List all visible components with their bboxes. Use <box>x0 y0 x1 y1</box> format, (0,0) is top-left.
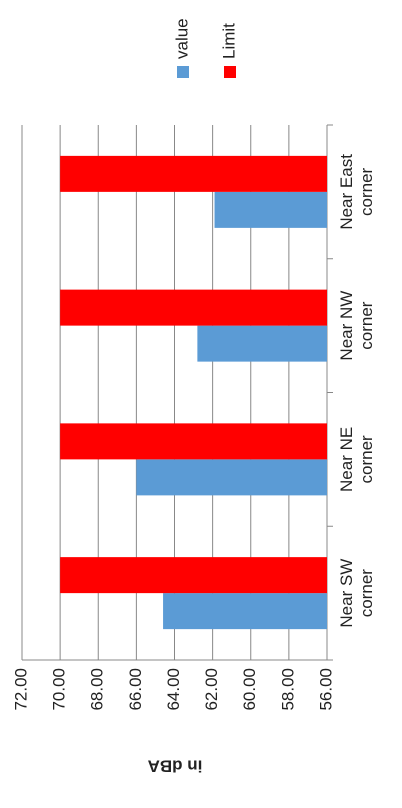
x-tick-label-box: Near NE corner <box>337 426 376 492</box>
bar <box>197 325 327 362</box>
y-tick-label: 60.00 <box>240 668 259 711</box>
legend-label: Limit <box>219 23 238 59</box>
x-tick-label-box: Near SW corner <box>337 558 376 628</box>
legend-swatch <box>177 66 189 78</box>
bar <box>214 191 327 228</box>
y-tick-label: 70.00 <box>50 668 69 711</box>
legend-swatch <box>224 66 236 78</box>
bar <box>60 289 327 326</box>
bar <box>60 423 327 460</box>
y-tick-label: 66.00 <box>126 668 145 711</box>
x-tick-label: Near East corner <box>337 154 376 230</box>
y-tick-label: 62.00 <box>202 668 221 711</box>
y-tick-label: 56.00 <box>316 668 335 711</box>
y-tick-label: 58.00 <box>278 668 297 711</box>
x-tick-label: Near NW corner <box>337 290 376 361</box>
bar <box>136 459 327 496</box>
y-tick-label: 72.00 <box>11 668 30 711</box>
bar <box>60 557 327 594</box>
bar <box>60 155 327 192</box>
bar <box>163 593 327 630</box>
x-tick-label: Near NE corner <box>337 426 376 492</box>
x-tick-label-box: Near NW corner <box>337 290 376 361</box>
x-tick-label-box: Near East corner <box>337 154 376 230</box>
legend-label: value <box>172 18 191 59</box>
y-axis-title: in dBA <box>148 757 203 776</box>
y-tick-label: 64.00 <box>164 668 183 711</box>
x-tick-label: Near SW corner <box>337 558 376 628</box>
rotated-chart: in dBA 56.00 58.00 60.00 62.00 64.00 66.00 68.… <box>11 18 376 776</box>
y-tick-label: 68.00 <box>88 668 107 711</box>
